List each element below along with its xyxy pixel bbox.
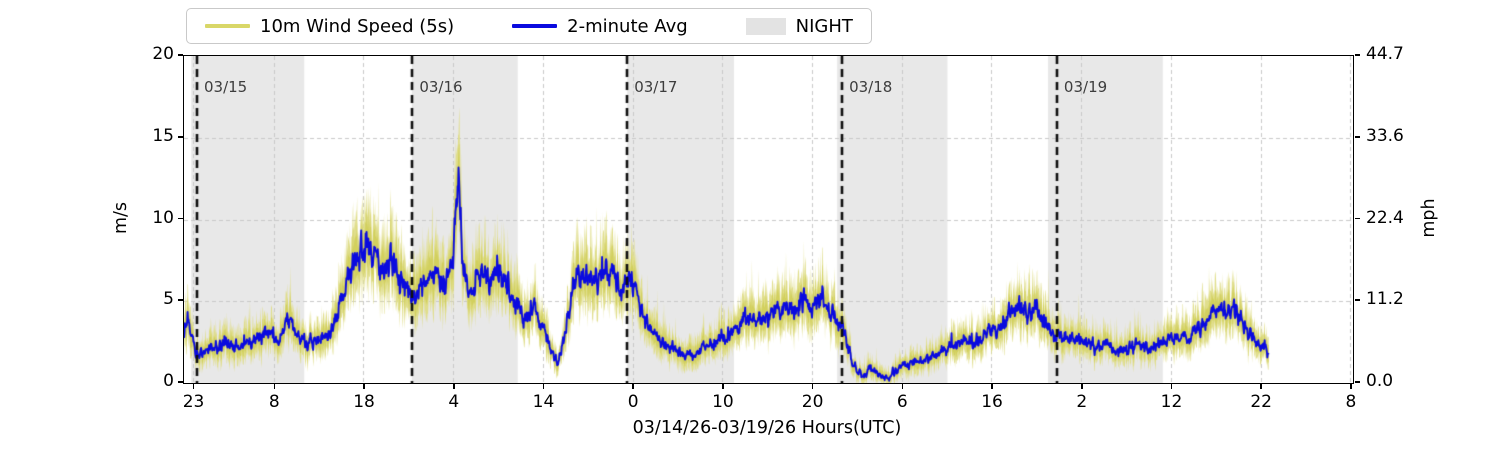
- plot-area: 03/15 03/16 03/17 03/18 03/19: [183, 55, 1354, 384]
- x-tick-mark: [901, 383, 904, 389]
- x-tick-mark: [1080, 383, 1083, 389]
- y-tick-mark-right: [1355, 135, 1361, 138]
- avg-line-swatch: [512, 24, 558, 28]
- y-axis-label-right: mph: [1419, 198, 1439, 238]
- y-tick-label-right: 0.0: [1366, 371, 1394, 391]
- x-tick-mark: [722, 383, 724, 389]
- x-tick-label: 18: [353, 391, 375, 412]
- x-tick-mark: [1170, 383, 1173, 389]
- x-tick-mark: [1260, 383, 1262, 389]
- y-tick-label-left: 0: [163, 371, 174, 391]
- legend-item-2min-avg: 2-minute Avg: [512, 16, 688, 37]
- y-tick-label-left: 20: [152, 44, 174, 64]
- x-tick-mark: [192, 383, 195, 389]
- y-tick-mark-right: [1355, 381, 1361, 383]
- x-axis-label: 03/14/26-03/19/26 Hours(UTC): [632, 418, 902, 438]
- y-tick-mark-left: [178, 299, 183, 302]
- x-tick-mark: [811, 383, 814, 389]
- x-tick-label: 23: [182, 391, 205, 412]
- x-tick-mark: [632, 383, 634, 389]
- x-tick-label: 14: [532, 391, 555, 412]
- y-tick-label-right: 44.7: [1366, 44, 1404, 64]
- wind-5s-line-swatch: [205, 24, 250, 28]
- legend-item-wind-5s: 10m Wind Speed (5s): [205, 16, 454, 37]
- legend-label-2min-avg: 2-minute Avg: [567, 15, 688, 37]
- y-tick-mark-left: [178, 54, 183, 56]
- x-tick-mark: [452, 383, 455, 389]
- y-tick-mark-right: [1355, 299, 1361, 302]
- y-tick-mark-right: [1355, 54, 1361, 56]
- x-tick-label: 16: [981, 391, 1003, 412]
- legend-item-night: NIGHT: [745, 15, 853, 37]
- x-tick-mark: [542, 383, 545, 389]
- legend: 10m Wind Speed (5s) 2-minute Avg NIGHT: [186, 8, 872, 44]
- x-tick-mark: [273, 383, 276, 389]
- y-tick-mark-right: [1355, 217, 1361, 220]
- x-tick-mark: [1350, 383, 1352, 389]
- legend-label-wind-5s: 10m Wind Speed (5s): [260, 15, 455, 37]
- x-tick-label: 20: [801, 391, 824, 412]
- wind-speed-chart-canvas: [184, 56, 1353, 383]
- y-tick-label-right: 11.2: [1366, 289, 1404, 310]
- x-tick-mark: [991, 383, 993, 389]
- night-patch-swatch: [745, 17, 786, 35]
- y-tick-label-right: 22.4: [1366, 207, 1404, 228]
- x-tick-label: 6: [896, 391, 908, 412]
- y-axis-label-left: m/s: [111, 201, 131, 235]
- y-tick-label-left: 15: [152, 125, 174, 146]
- y-tick-label-left: 5: [163, 289, 174, 310]
- y-tick-label-right: 33.6: [1366, 125, 1404, 146]
- x-tick-label: 8: [268, 391, 280, 412]
- legend-label-night: NIGHT: [795, 15, 853, 37]
- x-tick-label: 2: [1076, 391, 1088, 412]
- x-tick-label: 4: [448, 391, 460, 412]
- y-tick-mark-left: [178, 381, 183, 383]
- x-tick-label: 10: [712, 391, 734, 412]
- y-tick-label-left: 10: [152, 207, 174, 228]
- y-tick-mark-left: [178, 217, 183, 220]
- x-tick-label: 12: [1160, 391, 1183, 412]
- y-tick-mark-left: [178, 135, 183, 138]
- x-tick-label: 0: [627, 391, 639, 412]
- x-tick-label: 8: [1345, 391, 1357, 412]
- x-tick-label: 22: [1250, 391, 1273, 412]
- x-tick-mark: [363, 383, 365, 389]
